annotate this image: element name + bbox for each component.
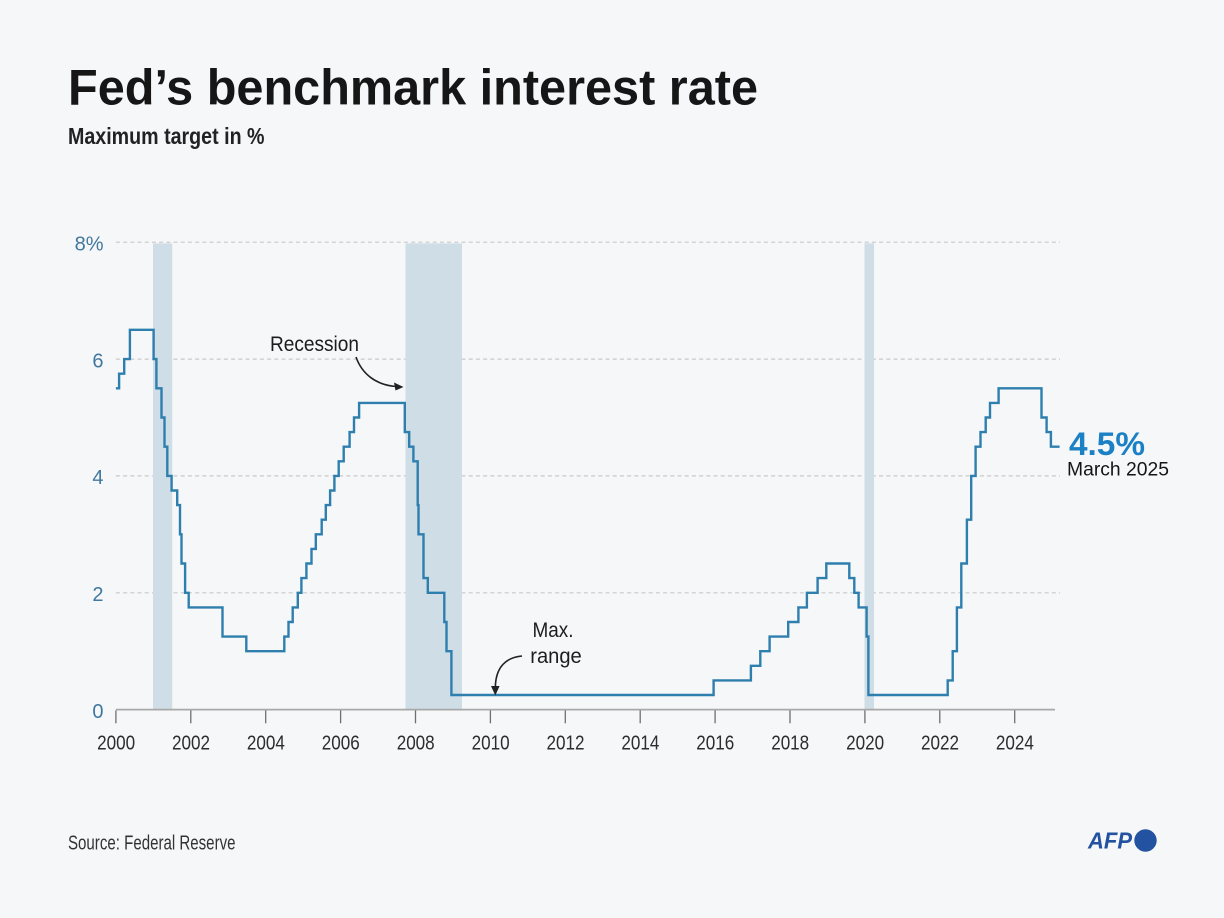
- svg-text:2014: 2014: [621, 732, 659, 754]
- svg-text:2010: 2010: [472, 732, 510, 754]
- svg-text:8%: 8%: [75, 233, 104, 255]
- svg-text:2002: 2002: [172, 732, 210, 754]
- svg-text:2024: 2024: [996, 732, 1034, 754]
- svg-text:4: 4: [92, 467, 103, 489]
- svg-text:Fed’s benchmark interest rate: Fed’s benchmark interest rate: [68, 60, 758, 116]
- svg-text:Max.: Max.: [533, 619, 574, 642]
- svg-text:2: 2: [92, 584, 103, 606]
- svg-text:2004: 2004: [247, 732, 285, 754]
- svg-text:2020: 2020: [846, 732, 884, 754]
- svg-text:2012: 2012: [547, 732, 585, 754]
- svg-text:6: 6: [92, 350, 103, 372]
- svg-text:2022: 2022: [921, 732, 959, 754]
- svg-text:March 2025: March 2025: [1067, 460, 1169, 481]
- svg-text:2008: 2008: [397, 732, 435, 754]
- svg-text:2006: 2006: [322, 732, 360, 754]
- svg-text:2016: 2016: [696, 732, 734, 754]
- svg-text:0: 0: [92, 701, 103, 723]
- svg-text:2000: 2000: [97, 732, 135, 754]
- svg-text:AFP: AFP: [1087, 828, 1132, 854]
- svg-text:Recession: Recession: [270, 333, 359, 356]
- svg-text:range: range: [530, 645, 582, 668]
- svg-text:Maximum target in %: Maximum target in %: [68, 123, 265, 149]
- svg-text:Source: Federal Reserve: Source: Federal Reserve: [68, 833, 236, 855]
- svg-text:4.5%: 4.5%: [1069, 426, 1145, 462]
- svg-text:2018: 2018: [771, 732, 809, 754]
